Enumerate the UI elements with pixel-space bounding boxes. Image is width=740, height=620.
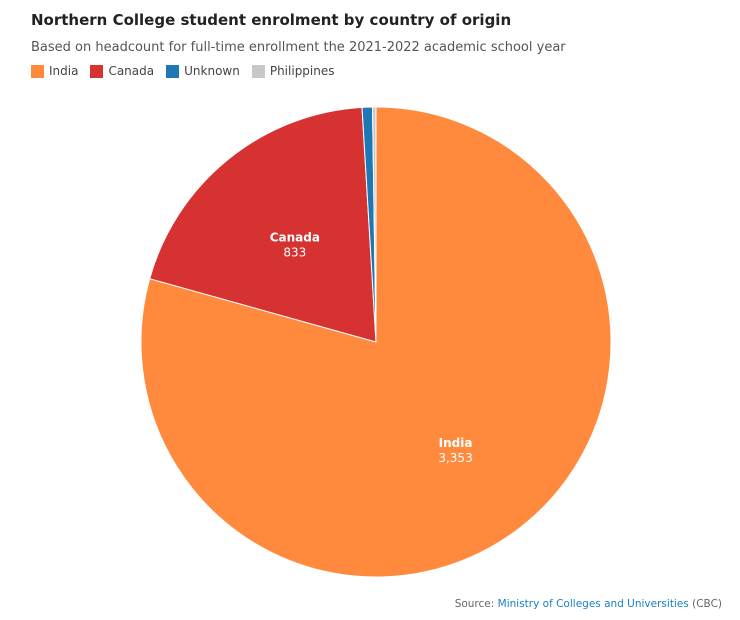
legend-label: Philippines [269, 64, 335, 78]
source-note: Source: Ministry of Colleges and Univers… [455, 598, 722, 610]
legend-swatch [166, 64, 180, 78]
source-suffix: (CBC) [688, 598, 722, 610]
pie-slice-philippines[interactable] [371, 106, 377, 343]
data-label-value: 3,353 [438, 451, 472, 465]
legend-item-canada[interactable]: Canada [90, 64, 154, 78]
source-link[interactable]: Ministry of Colleges and Universities [497, 598, 689, 610]
legend-item-unknown[interactable]: Unknown [166, 64, 240, 78]
legend-swatch [90, 64, 104, 78]
source-prefix: Source: [454, 598, 498, 610]
data-label-value: 833 [283, 245, 306, 259]
legend: India Canada Unknown Philippines [31, 64, 335, 78]
legend-label: India [49, 64, 79, 78]
pie-slice-canada[interactable] [149, 106, 377, 343]
legend-item-india[interactable]: India [31, 64, 78, 78]
chart-title: Northern College student enrolment by co… [31, 11, 512, 29]
legend-label: Canada [108, 64, 155, 78]
chart-subtitle: Based on headcount for full-time enrollm… [31, 40, 566, 55]
legend-label: Unknown [184, 64, 240, 78]
data-label-name: India [439, 436, 473, 450]
legend-item-philippines[interactable]: Philippines [251, 64, 335, 78]
legend-swatch [31, 64, 44, 78]
data-label-name: Canada [270, 230, 320, 244]
legend-swatch [251, 64, 265, 78]
